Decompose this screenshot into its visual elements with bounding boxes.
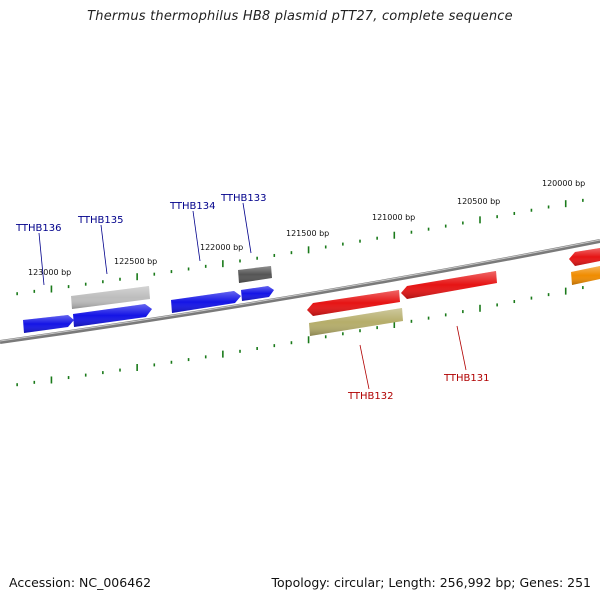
gene-shading: [571, 266, 600, 285]
gene-label-tthb131[interactable]: TTHB131: [443, 373, 490, 384]
gene-shading: [23, 315, 74, 333]
leader-line: [38, 232, 45, 286]
scale-label: 120000 bp: [542, 179, 585, 188]
scale-label: 121000 bp: [372, 213, 415, 222]
gene-shading: [307, 290, 400, 316]
accession-text: Accession: NC_006462: [9, 575, 152, 590]
forward-strand-genes: [23, 266, 274, 333]
gene-label-tthb135[interactable]: TTHB135: [77, 215, 124, 226]
gene-shading: [401, 271, 497, 299]
gene-shading: [73, 304, 152, 327]
scale-label: 122500 bp: [114, 257, 157, 266]
gene-shading: [241, 286, 274, 301]
label-leaders: [38, 202, 467, 390]
gene-shading: [309, 308, 403, 336]
sequence-backbone: [0, 239, 600, 344]
reverse-strand-genes: [307, 248, 600, 336]
gene-label-tthb136[interactable]: TTHB136: [15, 223, 62, 234]
scale-label: 121500 bp: [286, 229, 329, 238]
lower-scale-ticks: [16, 286, 584, 387]
sequence-summary-text: Topology: circular; Length: 256,992 bp; …: [271, 575, 592, 590]
map-title: Thermus thermophilus HB8 plasmid pTT27, …: [87, 9, 513, 24]
leader-line: [242, 202, 252, 254]
gene-labels: TTHB136 TTHB135 TTHB134 TTHB133 TTHB132 …: [15, 193, 490, 402]
leader-line: [192, 210, 201, 262]
leader-line: [456, 325, 467, 371]
scale-labels: 123000 bp 122500 bp 122000 bp 121500 bp …: [28, 179, 585, 277]
sequence-backbone-highlight: [0, 239, 600, 342]
gene-label-tthb134[interactable]: TTHB134: [169, 201, 216, 212]
gene-shading: [171, 291, 241, 313]
scale-label: 123000 bp: [28, 268, 71, 277]
upper-scale-ticks: [16, 198, 584, 296]
scale-label: 122000 bp: [200, 243, 243, 252]
gene-label-tthb132[interactable]: TTHB132: [347, 391, 394, 402]
leader-line: [359, 344, 370, 390]
gene-shading: [71, 286, 150, 309]
gene-label-tthb133[interactable]: TTHB133: [220, 193, 267, 204]
gene-shading: [569, 248, 600, 266]
scale-label: 120500 bp: [457, 197, 500, 206]
leader-line: [100, 224, 108, 275]
gene-shading: [238, 266, 272, 283]
